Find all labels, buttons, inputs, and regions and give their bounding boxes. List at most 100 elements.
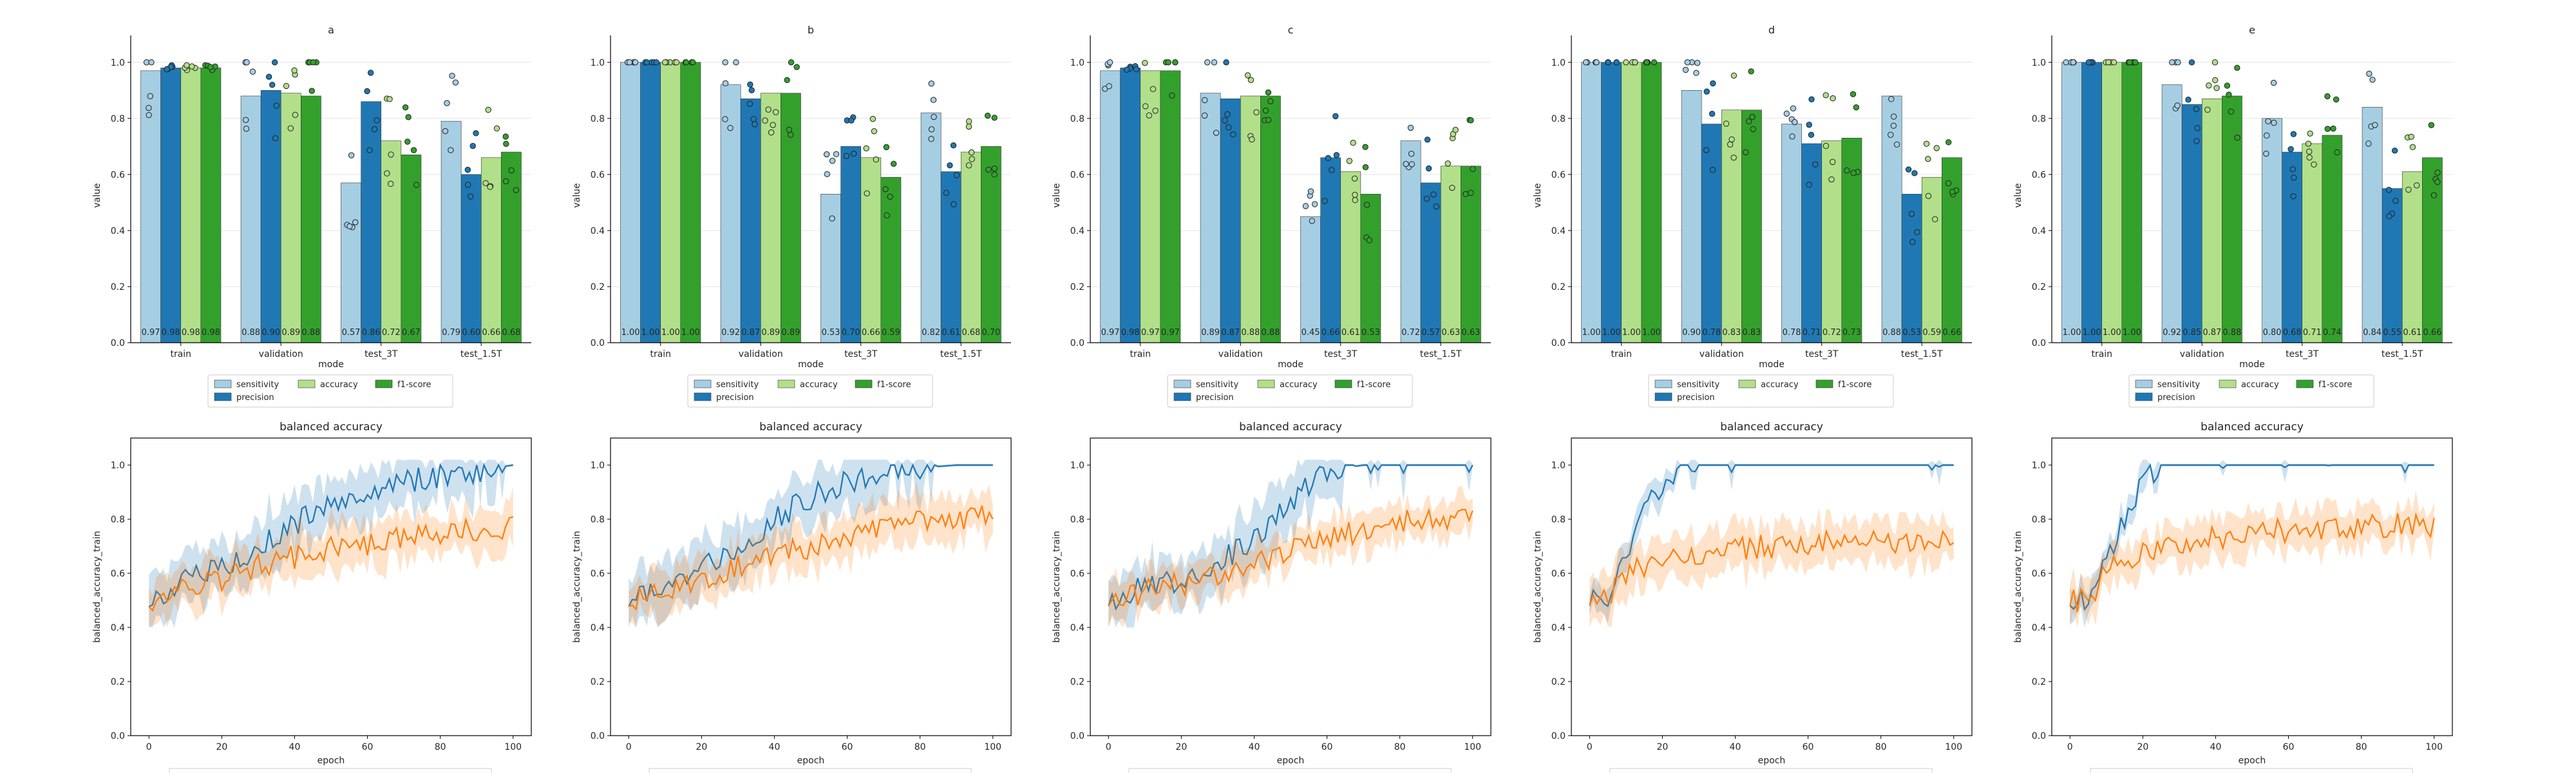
fold-point: [930, 97, 937, 103]
fold-point: [2306, 154, 2313, 161]
panel-title: e: [2249, 24, 2255, 36]
bar-value-label: 0.73: [1842, 328, 1861, 338]
x-tick-label: 40: [289, 742, 301, 752]
plot-frame: [610, 437, 1012, 736]
fold-point: [384, 170, 390, 177]
bar-value-label: 0.86: [362, 328, 381, 338]
fold-point: [2226, 91, 2232, 98]
x-tick-label: 0: [1106, 742, 1112, 752]
x-tick-label: 60: [1803, 742, 1814, 752]
fold-point: [366, 147, 373, 153]
bar-value-label: 0.87: [2202, 328, 2221, 338]
y-tick-label: 0.6: [1551, 170, 1566, 180]
bar-value-label: 0.88: [2222, 328, 2241, 338]
legend-swatch-accuracy: [1257, 379, 1275, 388]
fold-point: [1244, 72, 1251, 79]
bar-precision-test_1.5T: [1901, 194, 1922, 343]
legend-label-precision: precision: [1677, 393, 1715, 403]
fold-point: [1468, 189, 1474, 196]
legend-box: [649, 768, 972, 773]
y-tick-label: 0.8: [111, 515, 125, 525]
fold-point: [887, 193, 893, 200]
fold-point: [943, 189, 950, 196]
bar-value-label: 0.66: [1321, 328, 1340, 338]
bar-precision-train: [1601, 62, 1622, 343]
bar-accuracy-train: [1621, 62, 1642, 343]
fold-point: [632, 59, 639, 66]
bar-precision-test_3T: [361, 101, 382, 343]
fold-point: [2193, 106, 2200, 113]
y-axis-label: balanced_accuracy_train: [92, 531, 102, 643]
x-axis-label: epoch: [797, 756, 825, 766]
fold-point: [890, 160, 897, 167]
y-tick-label: 0.8: [1551, 515, 1566, 525]
bar-f1-score-train: [2121, 62, 2143, 343]
fold-point: [1253, 109, 1260, 116]
legend-swatch-sensitivity: [1173, 379, 1191, 388]
bar-sensitivity-train: [1581, 62, 1602, 343]
bar-f1-score-train: [1160, 70, 1181, 343]
legend-label-sensitivity: sensitivity: [236, 380, 279, 390]
fold-point: [1249, 136, 1255, 143]
fold-point: [1329, 167, 1335, 173]
x-tick-label: train: [650, 349, 671, 359]
fold-point: [626, 59, 633, 66]
y-tick-label: 0.0: [2032, 731, 2046, 741]
fold-point: [469, 142, 476, 149]
fold-point: [1792, 119, 1798, 126]
fold-point: [965, 162, 972, 169]
fold-point: [882, 186, 889, 193]
fold-point: [2311, 161, 2317, 167]
y-axis-label: balanced_accuracy_train: [572, 531, 582, 643]
bar-f1-score-test_3T: [880, 177, 902, 343]
fold-point: [2206, 82, 2212, 89]
bar-value-label: 0.89: [761, 328, 780, 338]
fold-point: [928, 81, 934, 87]
line-panel-d: 0.0 0.2 0.4 0.6 0.8 1.0 0 20 40 60 80 100 balanced a…: [1533, 421, 1973, 773]
fold-point: [146, 111, 152, 119]
x-tick-label: 100: [1945, 742, 1962, 752]
bar-value-label: 0.66: [862, 328, 880, 338]
fold-point: [467, 193, 474, 200]
bar-accuracy-test_3T: [860, 157, 882, 343]
bar-value-label: 0.97: [142, 328, 160, 338]
fold-point: [364, 88, 370, 95]
bar-accuracy-train: [660, 62, 681, 343]
fold-point: [1682, 66, 1689, 73]
x-tick-label: 0: [2067, 742, 2073, 752]
y-tick-label: 0.2: [1070, 282, 1084, 292]
bar-f1-score-validation: [1260, 95, 1281, 343]
x-axis-label: mode: [798, 359, 824, 370]
fold-point: [2386, 213, 2392, 220]
fold-point: [869, 115, 876, 122]
legend-box: [1609, 768, 1933, 773]
line-train: [628, 463, 993, 607]
line-panel-b: 0.0 0.2 0.4 0.6 0.8 1.0 0 20 40 60 80 100 balanced a…: [572, 421, 1012, 773]
x-axis-label: mode: [1759, 359, 1785, 370]
line-panel-a: 0.0 0.2 0.4 0.6 0.8 1.0 0 20 40 60 80 100 balanced a…: [92, 421, 532, 773]
fold-point: [673, 59, 680, 66]
line-test: [628, 505, 994, 611]
bar-value-label: 0.98: [202, 328, 220, 338]
bar-value-label: 1.00: [2123, 328, 2141, 338]
fold-point: [1844, 167, 1850, 174]
x-tick-label: 100: [984, 742, 1001, 752]
fold-point: [273, 102, 279, 109]
bar-value-label: 0.70: [981, 328, 1000, 338]
fold-point: [2291, 175, 2297, 181]
fold-point: [2234, 135, 2240, 141]
fold-point: [2126, 59, 2133, 66]
fold-point: [348, 152, 355, 158]
legend-box: [169, 768, 492, 773]
line-panel-e: 0.0 0.2 0.4 0.6 0.8 1.0 0 20 40 60 80 100 balanced a…: [2013, 421, 2453, 773]
fold-point: [473, 130, 479, 137]
fold-point: [413, 182, 420, 188]
fold-point: [722, 80, 729, 87]
x-tick-label: test_3T: [1805, 349, 1839, 359]
fold-point: [1449, 184, 1455, 191]
y-axis-label: value: [572, 183, 582, 207]
x-tick-label: validation: [259, 349, 303, 359]
legend-label-sensitivity: sensitivity: [1677, 380, 1720, 390]
y-tick-label: 0.6: [1070, 170, 1084, 180]
bar-value-label: 0.61: [2403, 328, 2421, 338]
